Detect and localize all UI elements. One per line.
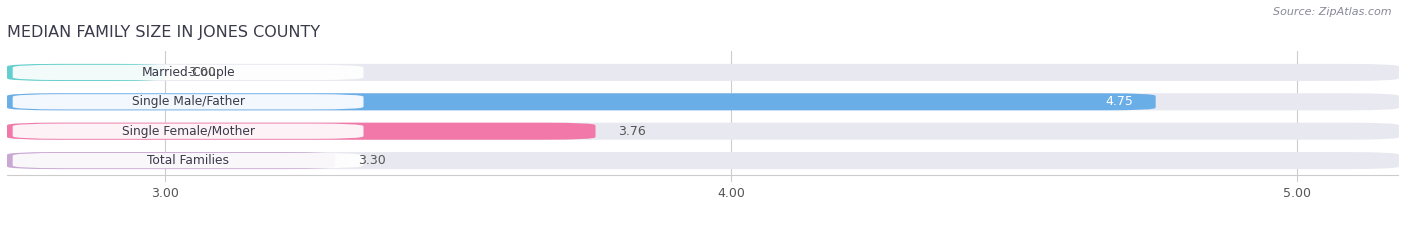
Text: Single Female/Mother: Single Female/Mother [121, 125, 254, 138]
Text: Source: ZipAtlas.com: Source: ZipAtlas.com [1274, 7, 1392, 17]
FancyBboxPatch shape [7, 64, 166, 81]
FancyBboxPatch shape [7, 64, 1399, 81]
FancyBboxPatch shape [13, 123, 364, 139]
Text: MEDIAN FAMILY SIZE IN JONES COUNTY: MEDIAN FAMILY SIZE IN JONES COUNTY [7, 25, 321, 40]
Text: 3.30: 3.30 [359, 154, 385, 167]
FancyBboxPatch shape [7, 152, 1399, 169]
FancyBboxPatch shape [13, 153, 364, 168]
FancyBboxPatch shape [7, 123, 1399, 140]
FancyBboxPatch shape [13, 65, 364, 80]
Text: Total Families: Total Families [148, 154, 229, 167]
FancyBboxPatch shape [7, 93, 1399, 110]
FancyBboxPatch shape [7, 93, 1156, 110]
Text: 3.76: 3.76 [619, 125, 645, 138]
Text: 3.00: 3.00 [188, 66, 217, 79]
Text: 4.75: 4.75 [1105, 95, 1133, 108]
Text: Single Male/Father: Single Male/Father [132, 95, 245, 108]
FancyBboxPatch shape [13, 94, 364, 110]
FancyBboxPatch shape [7, 123, 596, 140]
Text: Married-Couple: Married-Couple [141, 66, 235, 79]
FancyBboxPatch shape [7, 152, 335, 169]
